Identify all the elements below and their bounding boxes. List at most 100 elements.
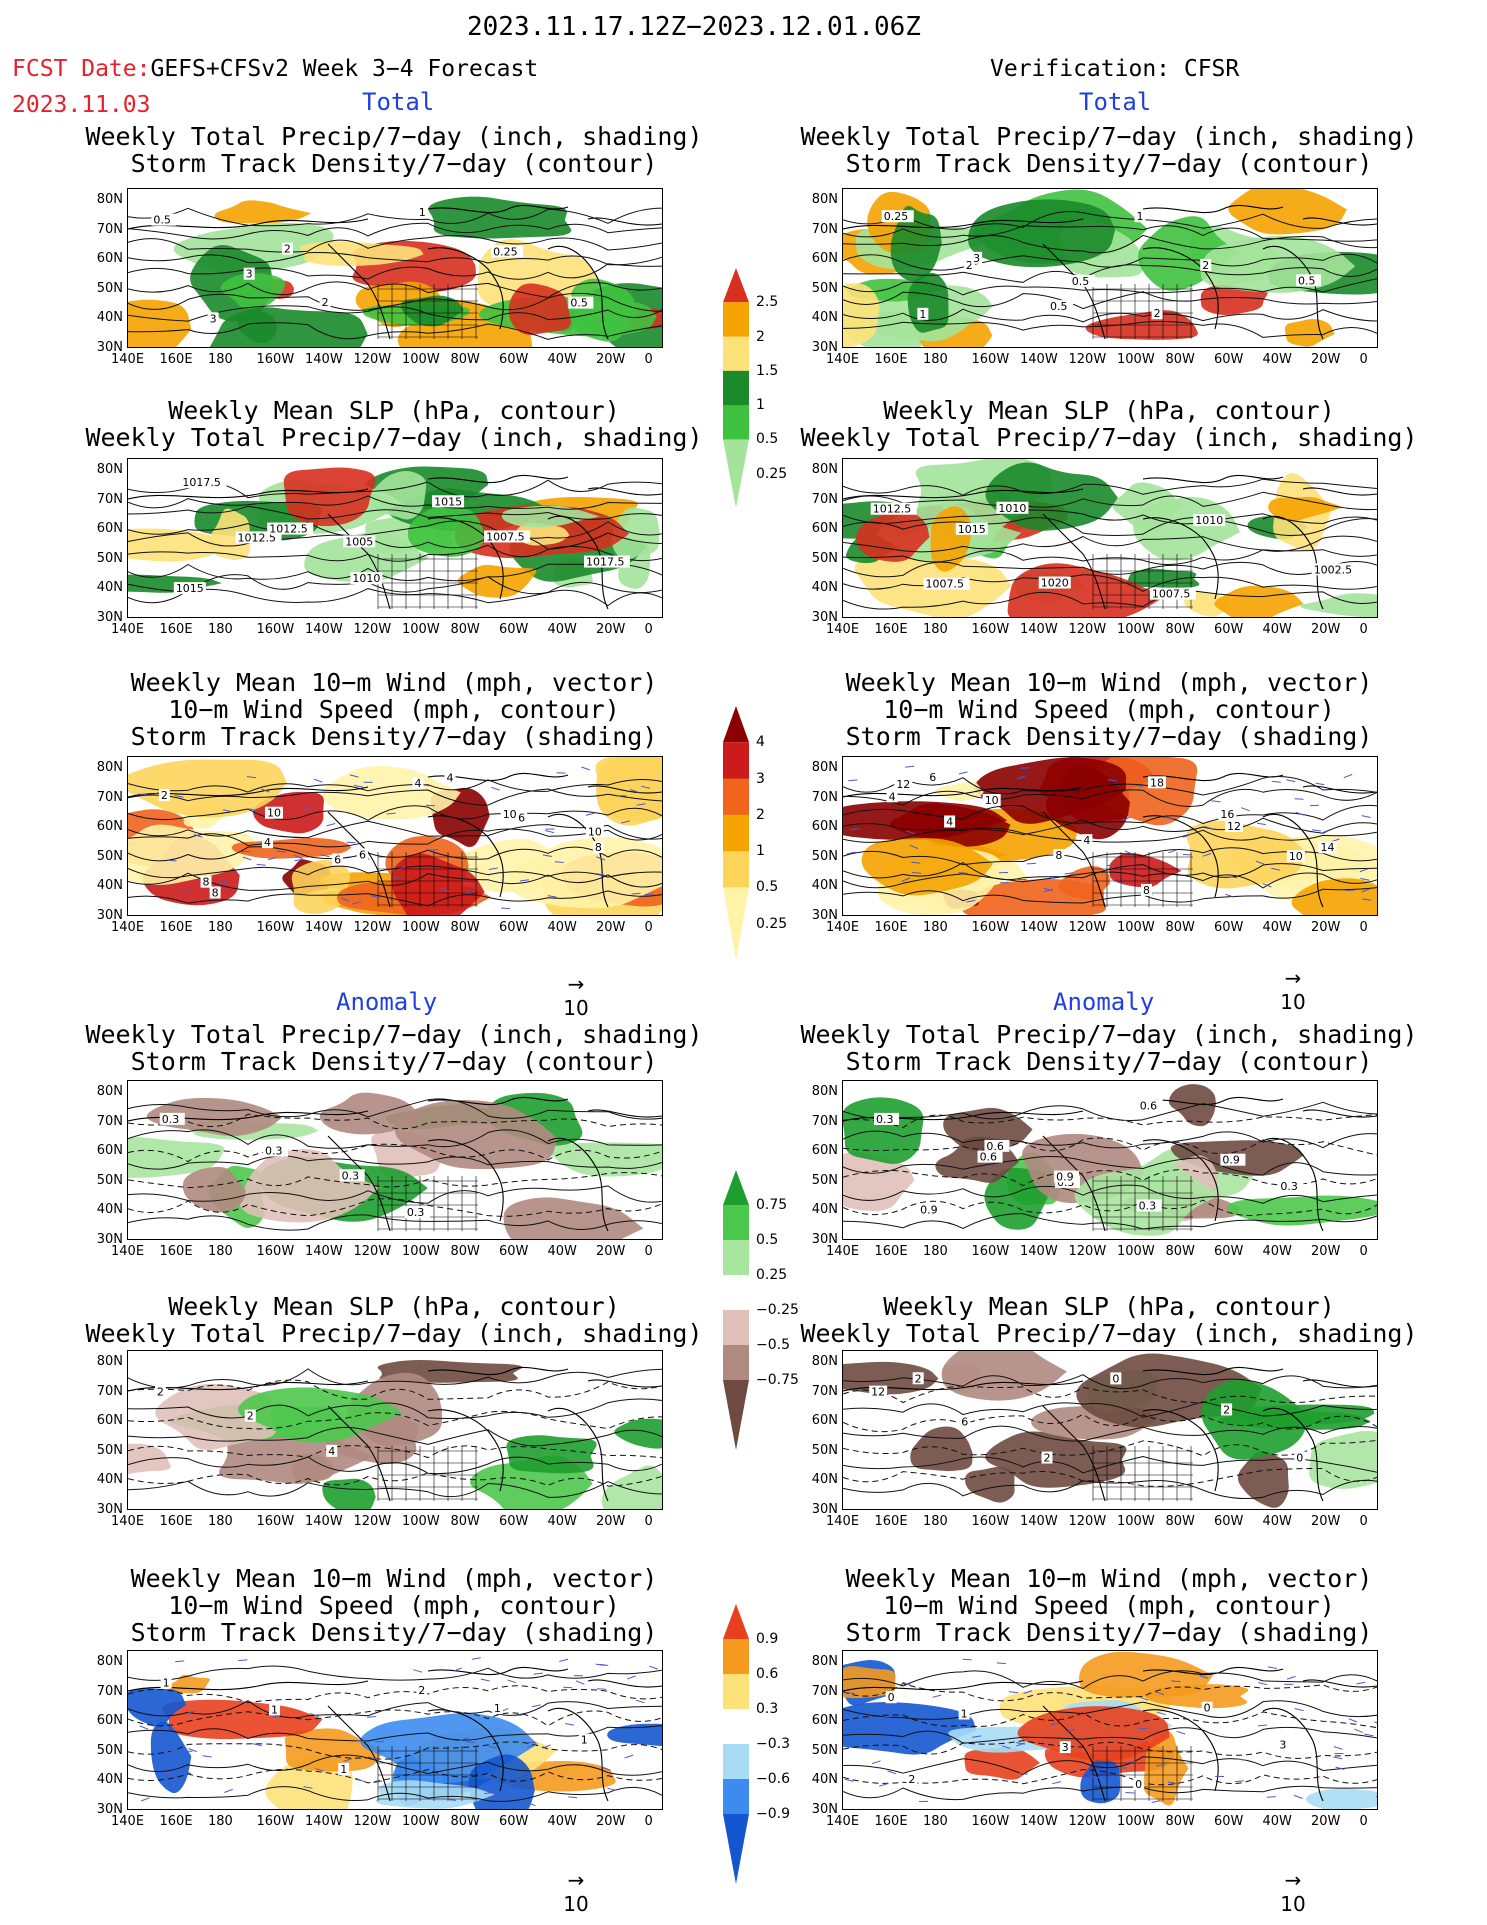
- lon-label: 60W: [1214, 920, 1244, 935]
- lon-label: 140W: [1020, 1514, 1058, 1529]
- coastline: [587, 1679, 662, 1688]
- wind-vector: [340, 897, 350, 902]
- lon-label: 160W: [256, 920, 295, 935]
- contour-line: [128, 222, 662, 240]
- lon-label: 160E: [159, 1244, 193, 1259]
- contour-line: [128, 588, 662, 607]
- wind-vector: [367, 1756, 377, 1760]
- lat-label: 70N: [811, 1383, 838, 1399]
- wind-vector: [310, 1713, 319, 1718]
- contour-label: 0.3: [162, 1113, 180, 1126]
- lat-label: 40N: [96, 580, 123, 595]
- wind-vector: [320, 854, 330, 858]
- contour-line: [843, 861, 1377, 881]
- wind-vector: [141, 1797, 150, 1802]
- lon-label: 160W: [971, 1514, 1010, 1529]
- wind-vector: [293, 854, 303, 859]
- contour-line: [128, 1471, 662, 1487]
- contour-label-bg: [873, 1112, 899, 1125]
- wind-vector: [1155, 1691, 1165, 1696]
- wind-vector: [188, 1748, 198, 1753]
- colorbar-swatch: [723, 1709, 749, 1745]
- contour-line: [843, 1156, 1377, 1176]
- lon-label: 80W: [1165, 622, 1195, 637]
- lat-label: 50N: [811, 1442, 838, 1458]
- contour-line: [843, 776, 1377, 796]
- lon-label: 100W: [402, 622, 440, 637]
- contour-label-bg: [592, 841, 604, 854]
- lon-label: 160E: [159, 622, 193, 637]
- wind-vector: [507, 1679, 517, 1684]
- lat-label: 60N: [811, 819, 838, 834]
- contour-label: 10: [1289, 850, 1303, 863]
- lat-label: 30N: [96, 1501, 123, 1517]
- lon-label: 20W: [1311, 920, 1341, 935]
- shading-area: [292, 1453, 336, 1483]
- contour-line: [843, 320, 1377, 338]
- shading-area: [1201, 1379, 1311, 1460]
- map-plot: 2 2 4: [127, 1350, 663, 1510]
- colorbar-swatch: [723, 370, 749, 406]
- contour-label-bg: [412, 776, 424, 789]
- wind-vector: [1320, 829, 1330, 834]
- wind-vector: [850, 828, 860, 830]
- wind-vector: [471, 1657, 481, 1660]
- contour-line: [128, 846, 662, 862]
- shading-area: [1305, 1788, 1377, 1809]
- contour-label-bg: [1296, 274, 1322, 287]
- wind-vector: [624, 1754, 634, 1759]
- lon-label: 0: [1359, 352, 1368, 367]
- wind-vector: [1107, 779, 1118, 782]
- lon-label: 60W: [1214, 1244, 1244, 1259]
- shading-area: [1228, 189, 1347, 235]
- wind-vector: [602, 1766, 611, 1771]
- colorbar-label: 0.9: [756, 1631, 779, 1647]
- wind-vector: [844, 1778, 854, 1782]
- wind-vector: [1203, 826, 1213, 830]
- contour-line: [128, 1445, 662, 1459]
- wind-vector: [354, 784, 364, 788]
- contour-label-bg: [338, 1762, 350, 1775]
- lat-label: 50N: [96, 1442, 123, 1458]
- colorbar-label: −0.5: [756, 1337, 790, 1353]
- section-anomaly-right: Anomaly: [1053, 988, 1155, 1016]
- wind-vector: [620, 820, 631, 824]
- lat-label: 80N: [96, 1084, 123, 1099]
- map-plot: 12 6 2 0 2 0 2: [842, 1350, 1378, 1510]
- contour-label: 10: [985, 794, 999, 807]
- lon-label: 0: [644, 1814, 653, 1829]
- lon-label: 40W: [1262, 1244, 1292, 1259]
- contour-label-bg: [339, 1169, 365, 1182]
- shading-area: [291, 859, 351, 915]
- wind-vector: [490, 786, 500, 791]
- contour-line: [843, 1385, 1377, 1404]
- lon-label: 160E: [159, 920, 193, 935]
- panel-title-line: 10−m Wind Speed (mph, contour): [168, 1591, 620, 1620]
- lat-label: 70N: [811, 491, 838, 507]
- contour-label: 4: [889, 790, 896, 803]
- map-plot: 0 1 3 0 0 3 2: [842, 1650, 1378, 1810]
- coastline: [427, 247, 504, 330]
- wind-vector: [326, 823, 336, 827]
- contour-label-bg: [1225, 819, 1244, 832]
- lon-label: 100W: [1117, 1514, 1155, 1529]
- wind-vector: [531, 1704, 541, 1708]
- vector-scale-2: → 10: [1263, 966, 1323, 1014]
- contour-line: [128, 1480, 662, 1498]
- contour-label: 2: [284, 243, 291, 256]
- contour-label: 1: [163, 1676, 170, 1689]
- wind-vector: [1286, 1675, 1296, 1680]
- colorbar-label: 0.25: [756, 465, 788, 482]
- contour-label-bg: [516, 811, 528, 824]
- contour-line: [843, 478, 1377, 496]
- vector-scale-3: → 10: [546, 1868, 606, 1916]
- wind-vector: [428, 849, 438, 851]
- shading-area: [1309, 1430, 1377, 1489]
- wind-vector: [533, 1672, 543, 1675]
- contour-line: [128, 1155, 662, 1170]
- lat-label: 30N: [811, 1801, 838, 1817]
- contour-line: [128, 1410, 662, 1430]
- coastline: [547, 1407, 609, 1502]
- colorbar-label: −0.75: [756, 1372, 799, 1388]
- lon-label: 20W: [1311, 1814, 1341, 1829]
